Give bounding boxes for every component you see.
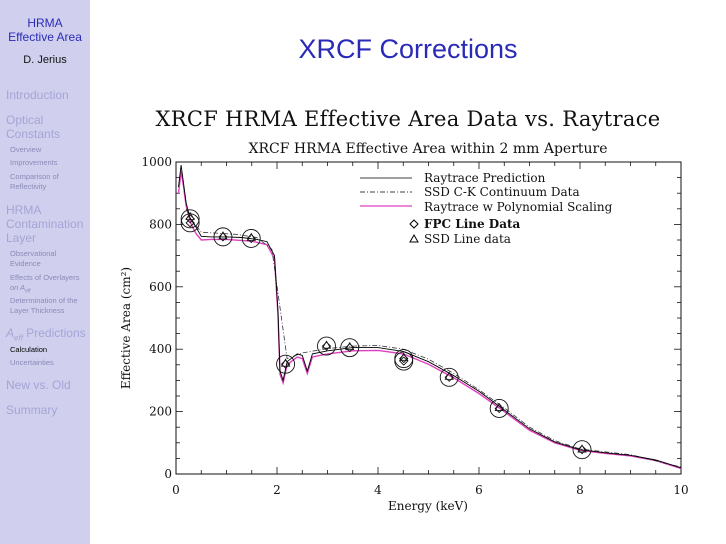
fpc-circle-marker	[572, 440, 592, 460]
nav-determination-line2: Layer Thickness	[10, 306, 65, 315]
ssd-triangle-marker	[280, 358, 291, 367]
nav-hrma-line1: HRMA	[6, 203, 42, 217]
ssd-triangle-marker	[399, 352, 409, 361]
ssd-continuum-line	[185, 208, 682, 468]
nav-uncertainties[interactable]: Uncertainties	[10, 358, 54, 367]
ssd-triangle-marker	[444, 371, 454, 380]
nav-aeff-rest: Predictions	[22, 326, 86, 340]
fpc-circle-marker	[180, 213, 200, 233]
nav-aeff-predictions[interactable]: Aeff Predictions	[6, 326, 86, 345]
fpc-diamond-marker	[280, 359, 291, 369]
fpc-diamond-marker	[246, 233, 256, 244]
x-tick-label: 6	[475, 483, 483, 497]
sidebar: HRMA Effective Area D. Jerius Introducti…	[0, 0, 90, 544]
author-name: D. Jerius	[23, 54, 67, 66]
nav-improvements[interactable]: Improvements	[10, 158, 58, 167]
legend-fpc: FPC Line Data	[424, 217, 521, 231]
y-tick-label: 1000	[141, 155, 172, 169]
presentation-title-line1: HRMA	[27, 16, 63, 30]
fpc-diamond-marker	[345, 343, 355, 353]
legend-fpc-diamond	[409, 219, 419, 229]
legend-poly: Raytrace w Polynomial Scaling	[424, 200, 613, 214]
y-tick-label: 200	[149, 405, 172, 419]
fpc-diamond-marker	[399, 356, 409, 366]
chart-title: XRCF HRMA Effective Area within 2 mm Ape…	[248, 141, 607, 157]
fpc-circle-marker	[489, 399, 509, 418]
fpc-diamond-marker	[577, 445, 587, 455]
ssd-triangle-marker	[345, 341, 355, 351]
fpc-circle-marker	[394, 351, 414, 371]
nav-determination-line1: Determination of the	[10, 296, 78, 305]
nav-comparison-line2: Reflectivity	[10, 182, 47, 191]
y-tick-label: 0	[164, 467, 172, 481]
ssd-triangle-marker	[185, 211, 195, 220]
y-axis-label: Effective Area (cm²)	[119, 267, 133, 389]
x-tick-label: 10	[673, 483, 688, 497]
nav-optical-line1: Optical	[6, 113, 44, 127]
fpc-circle-marker	[340, 338, 360, 358]
fpc-diamond-marker	[321, 341, 332, 351]
nav-effects-sub: eff	[25, 288, 31, 295]
legend-ssd-line-triangle	[409, 233, 419, 243]
nav-observational-line1: Observational	[10, 249, 57, 258]
fpc-circle-marker	[213, 227, 233, 247]
y-tick-label: 800	[149, 217, 172, 231]
x-tick-label: 0	[172, 483, 180, 497]
nav-comparison-line1: Comparison of	[10, 172, 59, 181]
ssd-triangle-marker	[218, 231, 228, 240]
fpc-circle-marker	[241, 228, 261, 248]
legend-raytrace: Raytrace Prediction	[424, 171, 546, 185]
nav-calculation[interactable]: Calculation	[10, 345, 48, 354]
x-tick-label: 4	[374, 483, 382, 497]
fpc-diamond-marker	[494, 403, 504, 414]
nav-aeff-a: A	[6, 326, 15, 340]
x-axis-label: Energy (keV)	[388, 499, 468, 513]
nav-introduction[interactable]: Introduction	[6, 88, 69, 102]
ssd-triangle-marker	[577, 444, 587, 453]
nav-hrma-line2: Contamination	[6, 217, 84, 231]
legend-ssd-line: SSD Line data	[424, 232, 511, 246]
nav-aeff-sub: eff	[14, 333, 23, 343]
fpc-diamond-marker	[218, 232, 228, 242]
y-tick-label: 600	[149, 280, 172, 294]
nav-optical-line2: Constants	[6, 127, 61, 141]
ssd-triangle-marker	[246, 232, 256, 241]
fpc-circle-marker	[439, 367, 459, 387]
fpc-circle-marker	[317, 336, 336, 356]
ssd-triangle-marker	[321, 340, 332, 349]
fpc-circle-marker	[276, 354, 296, 374]
presentation-title-line2: Effective Area	[8, 30, 82, 44]
legend-ssd-continuum: SSD C-K Continuum Data	[424, 185, 580, 199]
nav-overview[interactable]: Overview	[10, 145, 42, 154]
nav-effects-line2: on Aeff	[10, 283, 31, 297]
nav-new-vs-old[interactable]: New vs. Old	[6, 378, 71, 392]
fpc-circle-marker	[180, 209, 200, 229]
ssd-triangle-marker	[494, 402, 504, 411]
x-tick-label: 8	[576, 483, 584, 497]
fpc-diamond-marker	[185, 218, 195, 228]
x-tick-label: 2	[273, 483, 281, 497]
fpc-diamond-marker	[444, 372, 454, 382]
nav-effects-prefix: on A	[10, 283, 26, 292]
nav-summary[interactable]: Summary	[6, 403, 58, 417]
poly-scaling-line	[177, 171, 682, 470]
nav-observational-line2: Evidence	[10, 259, 41, 268]
y-tick-label: 400	[149, 342, 172, 356]
nav-hrma-line3: Layer	[6, 231, 37, 245]
raytrace-line	[178, 165, 682, 469]
slide-title: XRCF Corrections	[298, 34, 518, 64]
figure-title: XRCF HRMA Effective Area Data vs. Raytra…	[155, 107, 661, 131]
nav-effects-line1: Effects of Overlayers	[10, 273, 80, 282]
